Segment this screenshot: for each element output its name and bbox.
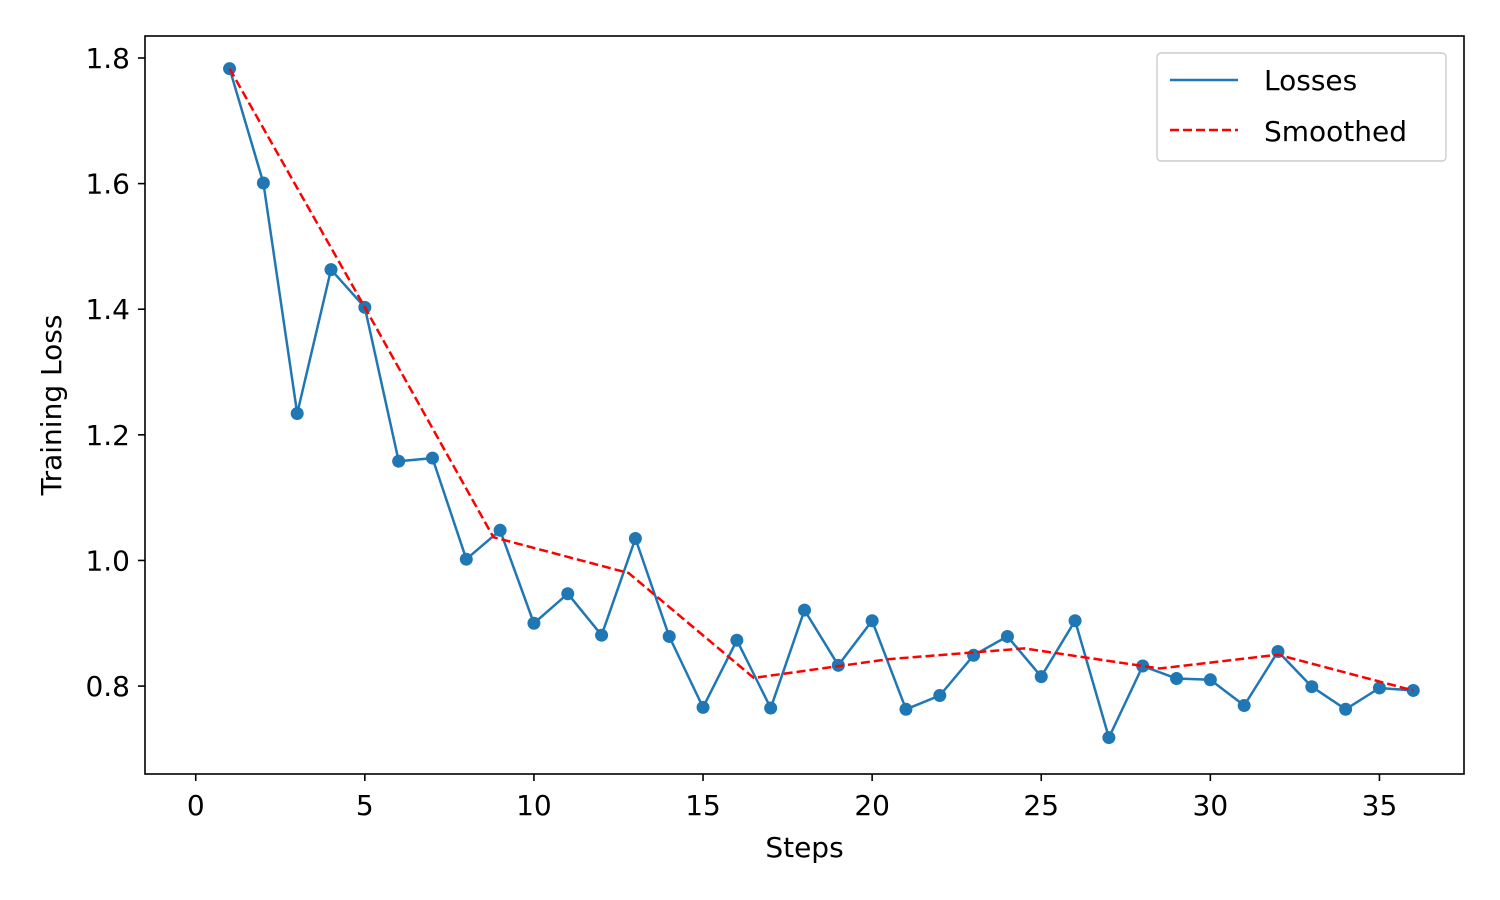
x-tick-label: 30: [1193, 789, 1229, 822]
legend-label-smoothed: Smoothed: [1264, 115, 1407, 148]
losses-point: [967, 648, 981, 662]
losses-point: [865, 614, 879, 628]
losses-point: [493, 523, 507, 537]
losses-point: [933, 688, 947, 702]
series-layer: [223, 62, 1420, 745]
y-tick-label: 0.8: [85, 670, 130, 703]
losses-point: [459, 552, 473, 566]
y-tick-label: 1.6: [85, 168, 130, 201]
losses-point: [798, 603, 811, 617]
x-tick-label: 20: [854, 789, 890, 822]
losses-point: [324, 263, 338, 277]
x-tick-label: 5: [356, 789, 374, 822]
losses-point: [561, 587, 575, 601]
y-tick-label: 1.2: [85, 419, 130, 452]
smoothed-line: [228, 68, 1414, 692]
x-tick-label: 25: [1023, 789, 1059, 822]
losses-point: [527, 616, 541, 630]
losses-point: [290, 406, 304, 420]
losses-point: [1170, 672, 1184, 686]
y-axis-label: Training Loss: [35, 315, 68, 497]
losses-point: [764, 701, 778, 715]
y-tick-label: 1.0: [85, 544, 130, 577]
x-tick-label: 15: [685, 789, 721, 822]
y-tick-label: 1.4: [85, 293, 130, 326]
losses-point: [256, 176, 270, 190]
losses-point: [425, 451, 439, 465]
x-axis-ticks: 0 5 10 15 20 25 30 35: [187, 774, 1397, 822]
losses-point: [1372, 681, 1386, 695]
losses-point: [223, 62, 237, 76]
x-tick-label: 0: [187, 789, 205, 822]
y-axis-ticks: 0.8 1.0 1.2 1.4 1.6 1.8: [85, 42, 145, 703]
losses-point: [1000, 629, 1014, 643]
losses-point: [595, 628, 609, 642]
x-tick-label: 35: [1362, 789, 1398, 822]
losses-point: [730, 633, 744, 647]
losses-point: [392, 454, 406, 468]
y-tick-label: 1.8: [85, 42, 130, 75]
losses-point: [1237, 699, 1251, 713]
losses-point: [1305, 680, 1319, 694]
losses-point: [1102, 731, 1116, 745]
losses-point: [1339, 702, 1353, 716]
plot-frame: [144, 35, 1465, 775]
losses-point: [696, 700, 710, 714]
losses-point: [662, 629, 676, 643]
x-axis-label: Steps: [765, 831, 843, 864]
losses-point: [628, 531, 642, 545]
losses-point: [1203, 673, 1217, 687]
losses-point: [1034, 670, 1048, 684]
legend: Losses Smoothed: [1156, 52, 1447, 162]
losses-point: [1136, 659, 1150, 673]
legend-label-losses: Losses: [1264, 64, 1357, 97]
losses-point: [1068, 614, 1082, 628]
losses-point: [899, 702, 913, 716]
x-tick-label: 10: [516, 789, 552, 822]
